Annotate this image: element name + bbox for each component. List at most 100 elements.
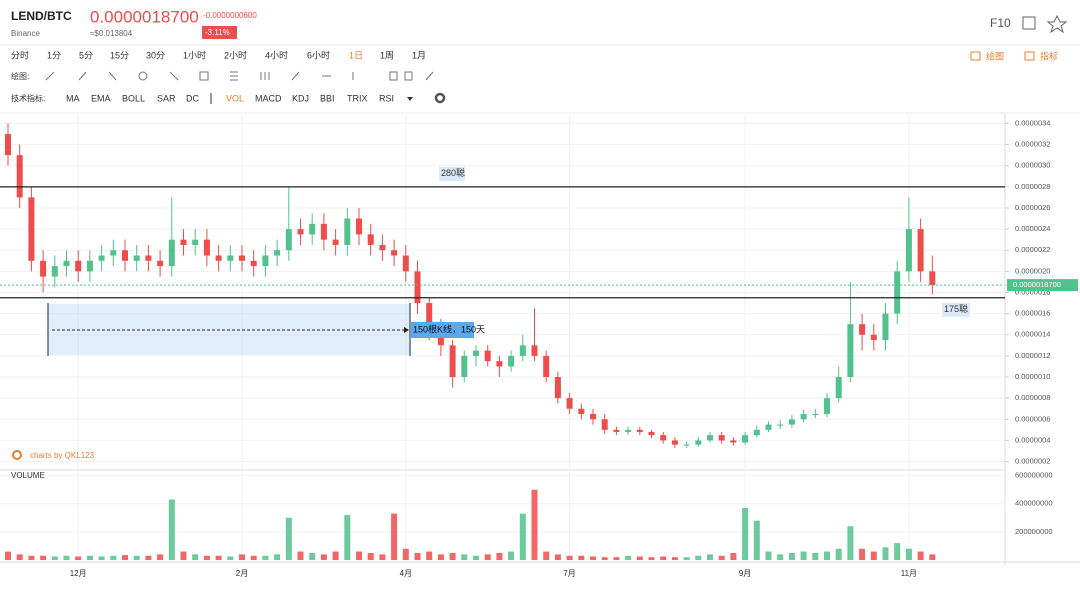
period-tab[interactable]: 30分: [146, 50, 165, 60]
volume-bar: [660, 556, 667, 560]
dropdown-icon[interactable]: [407, 97, 413, 101]
volume-bar: [5, 551, 11, 560]
tool-button[interactable]: 指标: [1040, 50, 1058, 61]
volume-bar: [695, 555, 702, 560]
exchange: Binance: [11, 29, 40, 38]
candle-body: [285, 229, 292, 251]
change-pct: -3.11%: [205, 28, 230, 37]
volume-bar: [777, 554, 784, 560]
candle-body: [367, 234, 374, 245]
change-badge: [202, 26, 237, 39]
y-tick-label: 0.0000020: [1015, 266, 1050, 275]
period-tab[interactable]: 1小时: [183, 49, 206, 60]
candle-body: [484, 350, 491, 362]
star-icon[interactable]: [1046, 14, 1068, 34]
candle-body: [227, 255, 234, 261]
tool-button[interactable]: 绘图: [986, 50, 1004, 61]
indicator-tab[interactable]: SAR: [157, 93, 176, 103]
candle-body: [5, 134, 11, 156]
indicator-label: 技术指标:: [11, 93, 45, 103]
volume-bar: [882, 547, 889, 560]
indicator-tab[interactable]: MACD: [255, 93, 282, 103]
candle-body: [894, 271, 901, 314]
volume-bar: [613, 557, 620, 560]
candle-body: [601, 419, 608, 430]
candle-body: [168, 239, 175, 267]
candle-body: [753, 429, 760, 436]
y-tick-label: 0.0000030: [1015, 161, 1050, 170]
last-price-badge: [1007, 279, 1078, 292]
volume-bar: [449, 552, 456, 560]
y-tick-label: 0.0000034: [1015, 118, 1050, 127]
settings-icon[interactable]: [434, 92, 446, 104]
indicator-tab[interactable]: VOL: [226, 93, 244, 103]
period-tab[interactable]: 4小时: [265, 49, 288, 60]
candle-body: [98, 255, 105, 261]
indicator-tab[interactable]: DC: [186, 93, 199, 103]
candle-body: [566, 398, 573, 409]
y-tick-label: 0.0000008: [1015, 393, 1050, 402]
volume-bar: [753, 520, 760, 560]
x-tick-label: 7月: [563, 569, 575, 578]
volume-bar: [824, 551, 830, 560]
candle-body: [157, 260, 164, 267]
period-tab[interactable]: 2小时: [224, 49, 247, 60]
indicator-tab[interactable]: KDJ: [292, 93, 309, 103]
fullscreen-icon[interactable]: [1022, 16, 1036, 30]
indicator-tab[interactable]: TRIX: [347, 93, 368, 103]
volume-tick-label: 200000000: [1015, 527, 1053, 536]
volume-bar: [332, 551, 339, 560]
candle-body: [683, 444, 690, 446]
range-note-box: [411, 322, 474, 338]
last-price-label: 0.0000018700: [1013, 280, 1061, 289]
y-tick-label: 0.0000002: [1015, 457, 1050, 466]
period-tab[interactable]: 1周: [380, 50, 394, 60]
period-tab[interactable]: 1月: [412, 50, 426, 60]
candle-body: [917, 229, 924, 272]
candle-body: [613, 429, 620, 432]
f10[interactable]: F10: [990, 16, 1011, 30]
candle-body: [122, 250, 128, 261]
volume-bar: [788, 552, 795, 560]
volume-bar: [133, 555, 140, 560]
indicator-tab[interactable]: BOLL: [122, 93, 145, 103]
candle-body: [40, 260, 47, 277]
candle-body: [718, 435, 725, 441]
candle-body: [180, 239, 187, 245]
candle-body: [695, 440, 702, 445]
candle-body: [870, 334, 877, 341]
volume-bar: [835, 548, 842, 560]
period-tab[interactable]: 15分: [110, 50, 129, 60]
volume-bar: [437, 554, 444, 560]
candle-body: [835, 377, 842, 399]
period-tab[interactable]: 1分: [47, 50, 61, 60]
candle-body: [847, 324, 854, 378]
period-tab[interactable]: 1日: [349, 50, 363, 60]
volume-bar: [870, 551, 877, 560]
volume-bar: [473, 555, 479, 560]
usd-price: ≈$0.013804: [90, 29, 133, 38]
indicator-tab[interactable]: EMA: [91, 93, 111, 103]
volume-bar: [859, 548, 866, 560]
indicator-tab[interactable]: MA: [66, 93, 80, 103]
volume-bar: [636, 556, 643, 560]
period-tab[interactable]: 5分: [79, 50, 93, 60]
candle-body: [800, 414, 807, 420]
draw-tools[interactable]: [45, 71, 434, 81]
y-tick-label: 0.0000024: [1015, 224, 1050, 233]
volume-bar: [16, 554, 23, 560]
volume-bar: [402, 548, 409, 560]
period-tab[interactable]: 6小时: [307, 49, 330, 60]
candle-body: [765, 424, 772, 430]
volume-bar: [905, 548, 912, 560]
candle-body: [742, 435, 749, 443]
period-tab[interactable]: 分时: [11, 49, 29, 60]
candle-body: [590, 414, 596, 420]
indicator-tab[interactable]: RSI: [379, 93, 394, 103]
arrow-head: [404, 327, 409, 333]
candle-body: [449, 345, 456, 378]
candle-body: [788, 419, 795, 425]
volume-bar: [122, 555, 128, 560]
indicator-tab[interactable]: BBI: [320, 93, 335, 103]
candle-body: [730, 440, 737, 443]
